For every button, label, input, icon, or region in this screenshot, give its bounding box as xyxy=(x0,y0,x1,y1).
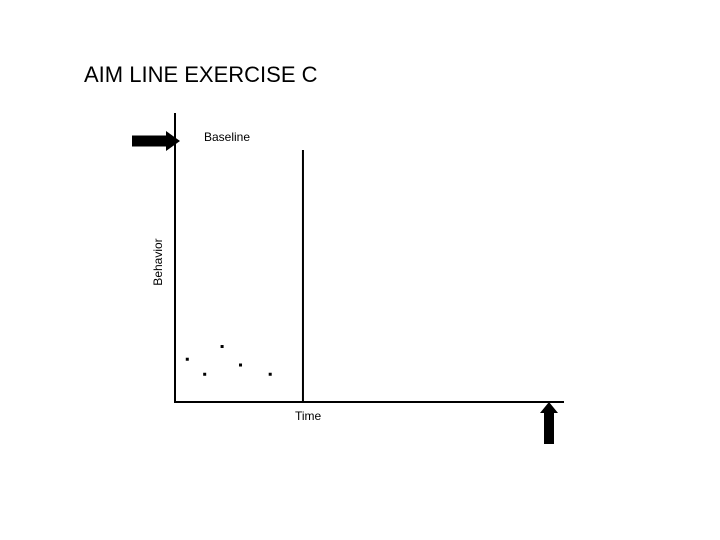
data-point xyxy=(220,345,224,349)
data-point xyxy=(203,372,207,376)
slide-title: AIM LINE EXERCISE C xyxy=(84,62,318,87)
data-points xyxy=(185,345,272,376)
x-axis-label: Time xyxy=(295,409,322,423)
data-point xyxy=(268,372,272,376)
baseline-annotation: Baseline xyxy=(204,130,250,144)
data-point xyxy=(185,357,189,361)
up-arrow-icon xyxy=(540,402,558,444)
data-point xyxy=(239,363,243,367)
right-arrow-icon xyxy=(132,131,180,151)
y-axis-label: Behavior xyxy=(151,238,165,285)
